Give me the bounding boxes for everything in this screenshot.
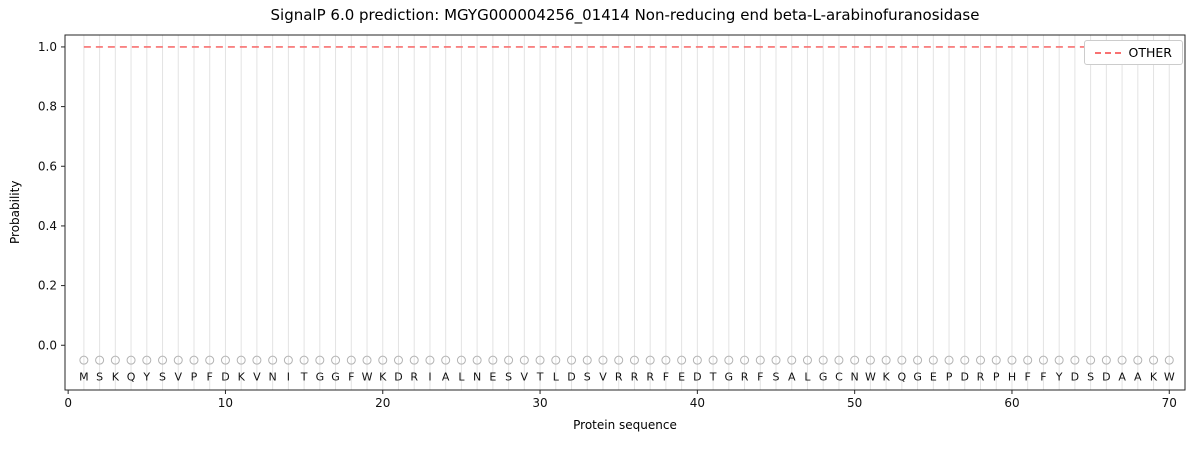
- svg-text:D: D: [221, 371, 229, 384]
- residue-markers: [79, 355, 1174, 365]
- svg-text:G: G: [725, 371, 734, 384]
- x-axis-label: Protein sequence: [573, 418, 677, 432]
- svg-text:F: F: [663, 371, 669, 384]
- svg-text:0.2: 0.2: [38, 279, 57, 293]
- svg-text:I: I: [287, 371, 290, 384]
- svg-text:K: K: [883, 371, 891, 384]
- svg-text:R: R: [631, 371, 639, 384]
- svg-text:V: V: [599, 371, 607, 384]
- svg-text:N: N: [851, 371, 859, 384]
- svg-text:40: 40: [690, 396, 705, 410]
- legend-dashed-line-sample: [1094, 51, 1121, 54]
- svg-text:N: N: [473, 371, 481, 384]
- svg-text:30: 30: [532, 396, 547, 410]
- svg-text:Y: Y: [1055, 371, 1063, 384]
- svg-text:I: I: [428, 371, 431, 384]
- svg-text:L: L: [458, 371, 465, 384]
- svg-text:T: T: [300, 371, 308, 384]
- svg-text:G: G: [331, 371, 340, 384]
- svg-text:0.0: 0.0: [38, 338, 57, 352]
- legend-label-other: OTHER: [1128, 45, 1172, 60]
- svg-text:E: E: [489, 371, 496, 384]
- svg-text:S: S: [1087, 371, 1094, 384]
- svg-text:A: A: [788, 371, 796, 384]
- svg-text:T: T: [536, 371, 544, 384]
- svg-text:P: P: [993, 371, 1000, 384]
- svg-text:60: 60: [1004, 396, 1019, 410]
- svg-text:20: 20: [375, 396, 390, 410]
- svg-text:P: P: [191, 371, 198, 384]
- svg-text:10: 10: [218, 396, 233, 410]
- svg-text:M: M: [79, 371, 89, 384]
- svg-text:K: K: [1150, 371, 1158, 384]
- svg-text:S: S: [159, 371, 166, 384]
- svg-text:K: K: [112, 371, 120, 384]
- svg-text:D: D: [693, 371, 701, 384]
- svg-text:D: D: [1102, 371, 1110, 384]
- svg-text:G: G: [819, 371, 828, 384]
- legend: OTHER: [1083, 40, 1183, 65]
- svg-text:L: L: [804, 371, 811, 384]
- svg-text:W: W: [1164, 371, 1175, 384]
- svg-text:0.4: 0.4: [38, 219, 57, 233]
- svg-text:W: W: [362, 371, 373, 384]
- svg-text:S: S: [505, 371, 512, 384]
- gridlines: [83, 35, 1170, 390]
- plot-frame: [64, 34, 1186, 391]
- svg-text:Y: Y: [142, 371, 150, 384]
- svg-text:E: E: [930, 371, 937, 384]
- svg-text:V: V: [253, 371, 261, 384]
- svg-text:D: D: [567, 371, 575, 384]
- svg-text:T: T: [709, 371, 717, 384]
- svg-text:S: S: [584, 371, 591, 384]
- svg-text:H: H: [1008, 371, 1016, 384]
- svg-text:R: R: [646, 371, 654, 384]
- svg-text:K: K: [238, 371, 246, 384]
- svg-text:R: R: [410, 371, 418, 384]
- svg-text:N: N: [269, 371, 277, 384]
- svg-text:G: G: [913, 371, 922, 384]
- svg-text:1.0: 1.0: [38, 40, 57, 54]
- svg-text:Q: Q: [127, 371, 136, 384]
- svg-text:A: A: [442, 371, 450, 384]
- svg-text:70: 70: [1162, 396, 1177, 410]
- svg-text:R: R: [977, 371, 985, 384]
- svg-text:0: 0: [64, 396, 72, 410]
- svg-text:F: F: [1025, 371, 1031, 384]
- svg-text:E: E: [678, 371, 685, 384]
- svg-text:C: C: [835, 371, 843, 384]
- svg-text:K: K: [379, 371, 387, 384]
- svg-text:S: S: [773, 371, 780, 384]
- svg-text:0.6: 0.6: [38, 159, 57, 173]
- svg-text:G: G: [316, 371, 325, 384]
- svg-text:L: L: [553, 371, 560, 384]
- svg-text:Q: Q: [898, 371, 907, 384]
- svg-text:F: F: [1040, 371, 1046, 384]
- svg-text:50: 50: [847, 396, 862, 410]
- svg-text:F: F: [348, 371, 354, 384]
- y-axis-ticks: 0.0 0.2 0.4 0.6 0.8 1.0: [38, 40, 65, 352]
- svg-text:P: P: [946, 371, 953, 384]
- svg-text:V: V: [174, 371, 182, 384]
- svg-text:0.8: 0.8: [38, 100, 57, 114]
- svg-text:A: A: [1134, 371, 1142, 384]
- chart-title: SignalP 6.0 prediction: MGYG000004256_01…: [270, 6, 980, 24]
- svg-text:R: R: [741, 371, 749, 384]
- svg-text:R: R: [615, 371, 623, 384]
- svg-text:F: F: [757, 371, 763, 384]
- x-axis-ticks: 0 10 20 30 40 50 60 70: [64, 390, 1177, 410]
- svg-text:W: W: [865, 371, 876, 384]
- svg-text:D: D: [1071, 371, 1079, 384]
- svg-text:F: F: [207, 371, 213, 384]
- svg-text:S: S: [96, 371, 103, 384]
- svg-text:V: V: [521, 371, 529, 384]
- svg-text:D: D: [961, 371, 969, 384]
- svg-text:A: A: [1118, 371, 1126, 384]
- svg-text:D: D: [394, 371, 402, 384]
